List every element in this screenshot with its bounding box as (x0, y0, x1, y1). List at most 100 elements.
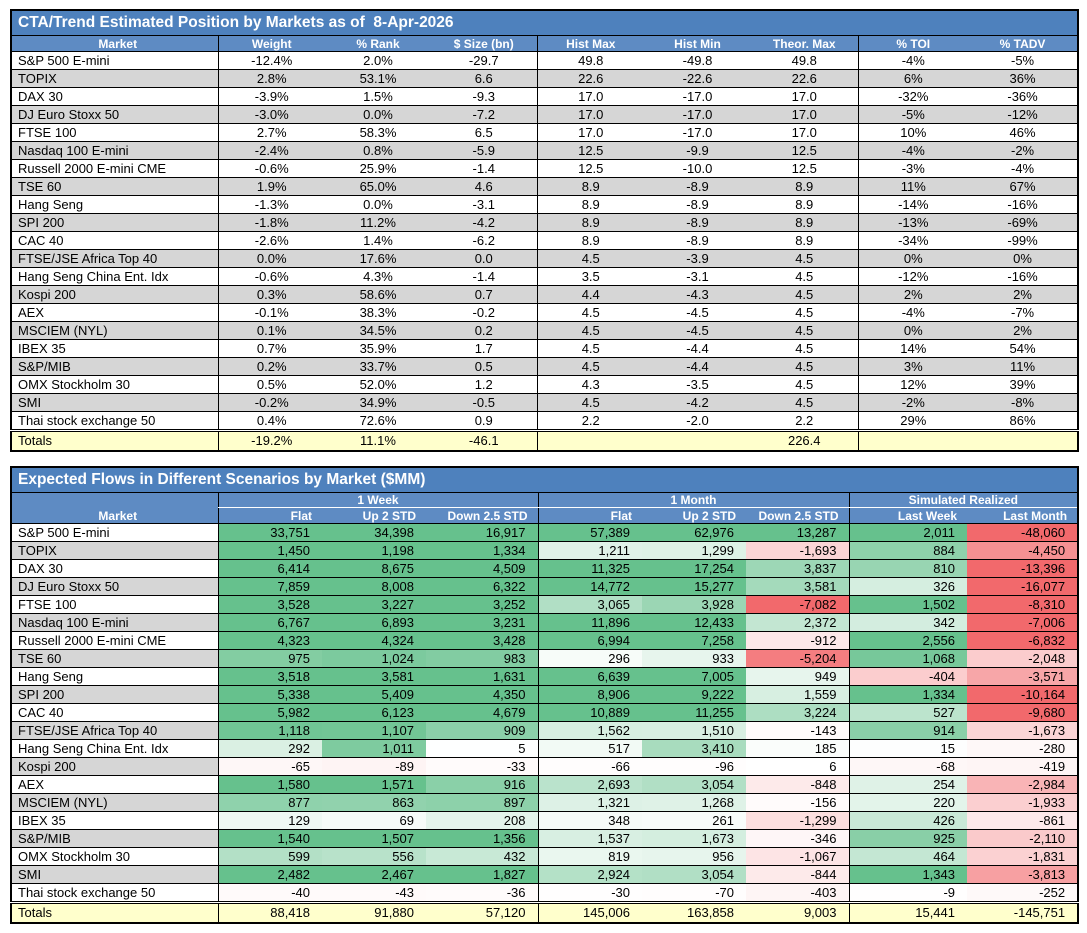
value-cell: 1.2 (431, 375, 537, 394)
value-cell: 46% (968, 123, 1079, 142)
flow-value-cell: 185 (746, 739, 849, 758)
value-cell: 1.9% (217, 177, 325, 196)
value-cell: 0% (857, 249, 968, 268)
value-cell: 0.9 (431, 411, 537, 431)
table2-group-header-row: Market 1 Week 1 Month Simulated Realized (11, 492, 1079, 524)
value-cell: -8.9 (644, 195, 751, 214)
value-cell: 4.5 (751, 249, 858, 268)
value-cell: 2.2 (536, 411, 644, 431)
flow-value-cell: 983 (426, 649, 538, 668)
value-cell: -0.2 (431, 303, 537, 322)
value-cell: 53.1% (325, 69, 431, 88)
flow-value-cell: 261 (642, 811, 746, 830)
flow-value-cell: 975 (217, 649, 322, 668)
flow-value-cell: -280 (967, 739, 1079, 758)
value-cell: 8.9 (536, 177, 644, 196)
value-cell: -2.0 (644, 411, 751, 431)
table1-row-cac-40: CAC 40 -2.6% 1.4% -6.2 8.9 -8.9 8.9 -34% -99% (11, 231, 1079, 250)
flow-value-cell: -48,060 (967, 523, 1079, 542)
value-cell: 39% (968, 375, 1079, 394)
value-cell: 4.5 (536, 357, 644, 376)
table2-row-s-p-mib: S&P/MIB 1,540 1,507 1,356 1,537 1,673 -346 925-… (11, 829, 1079, 848)
market-cell: DJ Euro Stoxx 50 (11, 577, 218, 596)
value-cell: 12.5 (536, 141, 644, 160)
flow-value-cell: -33 (426, 757, 538, 776)
flow-value-cell: 432 (426, 847, 538, 866)
flow-value-cell: -68 (848, 757, 967, 776)
value-cell: 4.5 (536, 393, 644, 412)
table1-header-row: Market Weight% Rank $ Size (bn) Hist Max His… (11, 35, 1079, 52)
flow-value-cell: 884 (848, 541, 967, 560)
value-cell: -2% (968, 141, 1079, 160)
value-cell: 4.4 (536, 285, 644, 304)
value-cell: 8.9 (751, 177, 858, 196)
value-cell: 4.5 (751, 393, 858, 412)
table1-row-s-p-mib: S&P/MIB 0.2% 33.7% 0.5 4.5 -4.4 4.5 3% 11% (11, 357, 1079, 376)
value-cell: 2.8% (217, 69, 325, 88)
value-cell: 8.9 (536, 195, 644, 214)
flow-value-cell: -844 (746, 865, 849, 884)
table1-row-dj-euro-stoxx-50: DJ Euro Stoxx 50 -3.0% 0.0% -7.2 17.0 -17.0 17… (11, 105, 1079, 124)
value-cell: -17.0 (644, 105, 751, 124)
table1-row-ibex-35: IBEX 35 0.7% 35.9% 1.7 4.5 -4.4 4.5 14% 54% (11, 339, 1079, 358)
table2-row-hang-seng-china-ent-idx: Hang Seng China Ent. Idx 292 1,011 5 517 3,41… (11, 739, 1079, 758)
flow-value-cell: 1,198 (322, 541, 426, 560)
table2-body: S&P 500 E-mini 33,751 34,398 16,917 57,389 62… (11, 523, 1079, 903)
market-cell: MSCIEM (NYL) (11, 793, 218, 812)
totals-label: Totals (11, 429, 218, 451)
table1-row-ftse-jse-africa-top-40: FTSE/JSE Africa Top 40 0.0% 17.6% 0.0 4.5 -3.… (11, 249, 1079, 268)
flow-value-cell: 208 (426, 811, 538, 830)
flow-value-cell: 14,772 (537, 577, 642, 596)
market-cell: TOPIX (11, 69, 218, 88)
flow-value-cell: 3,928 (642, 595, 746, 614)
value-cell: 8.9 (536, 231, 644, 250)
table1-header-toi: % TOI (857, 35, 968, 52)
flow-value-cell: 69 (322, 811, 426, 830)
flow-value-cell: -6,832 (967, 631, 1079, 650)
market-cell: Hang Seng (11, 667, 218, 686)
flow-value-cell: 916 (426, 775, 538, 794)
totals-value: -145,751 (967, 901, 1079, 923)
flow-value-cell: 1,631 (426, 667, 538, 686)
value-cell: 58.3% (325, 123, 431, 142)
flow-value-cell: 1,068 (848, 649, 967, 668)
value-cell: 12.5 (536, 159, 644, 178)
flow-value-cell: 5 (426, 739, 538, 758)
value-cell: 12.5 (751, 159, 858, 178)
table1-row-s-p-500-e-mini: S&P 500 E-mini -12.4% 2.0% -29.7 49.8 -49.8 49… (11, 51, 1079, 70)
market-cell: Thai stock exchange 50 (11, 883, 218, 903)
flow-value-cell: -3,813 (967, 865, 1079, 884)
flow-value-cell: -1,831 (967, 847, 1079, 866)
market-cell: AEX (11, 775, 218, 794)
value-cell: 0.1% (217, 321, 325, 340)
value-cell: 11.2% (325, 213, 431, 232)
flow-value-cell: 296 (537, 649, 642, 668)
flow-value-cell: 8,906 (537, 685, 642, 704)
table2-row-thai-stock-exchange-50: Thai stock exchange 50 -40 -43 -36 -30 -70 -40… (11, 883, 1079, 903)
value-cell: -6.2 (431, 231, 537, 250)
flow-value-cell: 426 (848, 811, 967, 830)
value-cell: 4.6 (431, 177, 537, 196)
value-cell: -4.2 (644, 393, 751, 412)
flow-value-cell: -7,082 (746, 595, 849, 614)
flow-value-cell: 956 (642, 847, 746, 866)
flow-value-cell: 1,827 (426, 865, 538, 884)
table1-header-market: Market (11, 35, 218, 52)
value-cell: 0.0 (431, 249, 537, 268)
flow-value-cell: 1,580 (217, 775, 322, 794)
flow-value-cell: 4,323 (217, 631, 322, 650)
flow-value-cell: 599 (217, 847, 322, 866)
flow-value-cell: -89 (322, 757, 426, 776)
flow-value-cell: -96 (642, 757, 746, 776)
value-cell: 0.3% (217, 285, 325, 304)
flow-value-cell: 1,118 (217, 721, 322, 740)
value-cell: -0.1% (217, 303, 325, 322)
value-cell: 0.5% (217, 375, 325, 394)
flow-value-cell: 4,509 (426, 559, 538, 578)
flow-value-cell: 7,258 (642, 631, 746, 650)
flow-value-cell: 1,673 (642, 829, 746, 848)
value-cell: -13% (857, 213, 968, 232)
table1-title: CTA/Trend Estimated Position by Markets … (11, 10, 1079, 36)
flow-value-cell: -13,396 (967, 559, 1079, 578)
flow-value-cell: 3,428 (426, 631, 538, 650)
